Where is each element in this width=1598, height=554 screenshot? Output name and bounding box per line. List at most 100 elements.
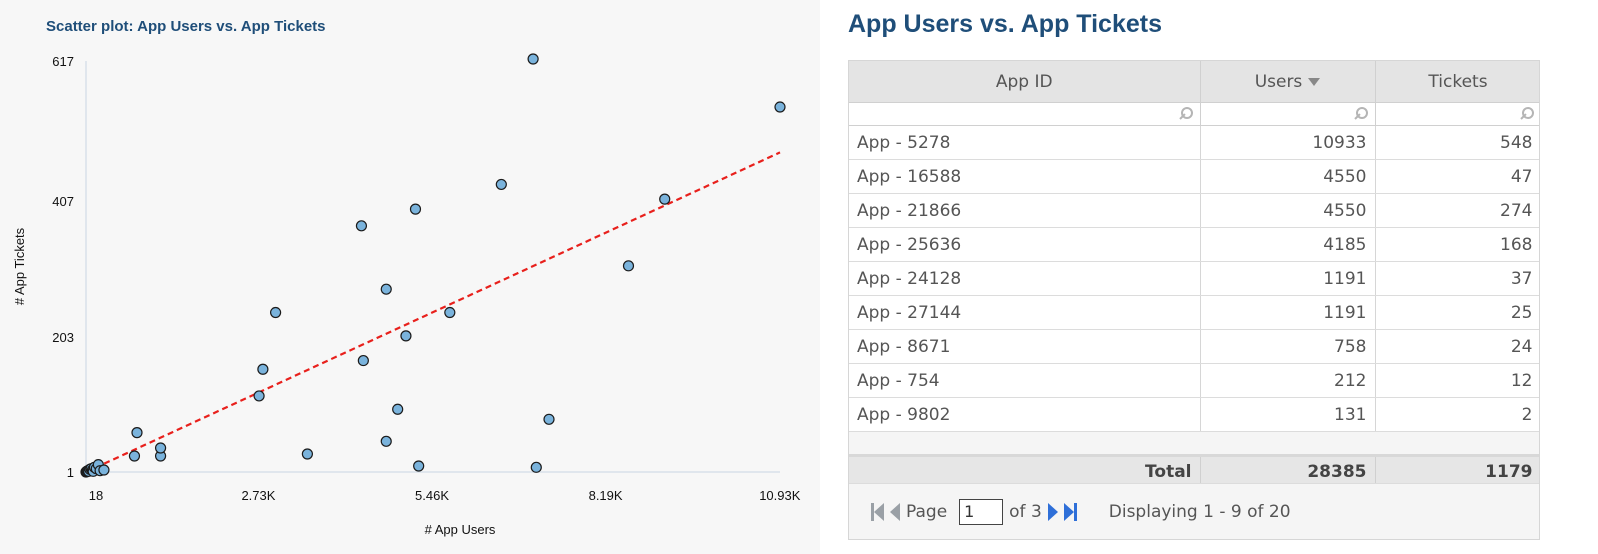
pagination-bar: Page of 3 Displaying 1 - 9 of 20 xyxy=(849,483,1539,539)
app-id-cell: App - 5278 xyxy=(849,125,1201,160)
users-cell: 1191 xyxy=(1200,261,1376,296)
y-tick-label: 617 xyxy=(52,54,74,69)
first-page-button[interactable] xyxy=(871,501,884,523)
table-row[interactable]: App - 27144 1191 25 xyxy=(849,295,1539,330)
column-header-label: App ID xyxy=(995,71,1053,92)
previous-page-icon xyxy=(890,502,900,521)
data-point xyxy=(257,363,269,375)
page-number-input[interactable] xyxy=(959,498,1004,525)
users-cell: 4550 xyxy=(1200,159,1376,194)
first-page-icon xyxy=(871,502,874,521)
data-point xyxy=(301,448,313,460)
trendline xyxy=(85,151,781,473)
tickets-cell: 47 xyxy=(1375,159,1539,194)
table-row[interactable]: App - 754 212 12 xyxy=(849,363,1539,398)
next-page-button[interactable] xyxy=(1047,501,1058,523)
data-point xyxy=(444,306,456,319)
app-id-cell: App - 8671 xyxy=(849,329,1201,364)
data-table: App ID Users Tickets App - 5278 10933 548 A… xyxy=(849,61,1539,487)
filter-cell-app-id[interactable] xyxy=(849,102,1201,126)
app-id-cell: App - 21866 xyxy=(849,193,1201,228)
chart-axes xyxy=(85,61,780,473)
column-header-tickets[interactable]: Tickets xyxy=(1375,61,1539,103)
y-tick-label: 203 xyxy=(52,330,74,345)
next-page-icon xyxy=(1047,502,1058,521)
data-point xyxy=(380,435,392,447)
users-cell: 4185 xyxy=(1200,227,1376,262)
data-point xyxy=(357,354,369,367)
data-point xyxy=(380,283,392,295)
x-tick-label: 18 xyxy=(89,488,103,503)
y-tick-label: 1 xyxy=(67,465,74,480)
users-cell: 212 xyxy=(1200,363,1376,398)
points-group xyxy=(80,53,786,478)
column-header-app-id[interactable]: App ID xyxy=(849,61,1201,103)
search-icon[interactable] xyxy=(1519,106,1535,122)
total-tickets: 1179 xyxy=(1375,454,1539,487)
data-point xyxy=(270,306,282,319)
users-cell: 1191 xyxy=(1200,295,1376,330)
scatter-plot: 18 2.73K 5.46K 8.19K 10.93K 1 203 407 617 # App U… xyxy=(12,53,801,537)
app-id-cell: App - 9802 xyxy=(849,397,1201,432)
last-page-button[interactable] xyxy=(1063,501,1077,523)
data-point xyxy=(774,101,786,113)
data-point xyxy=(128,450,141,462)
app-id-cell: App - 25636 xyxy=(849,227,1201,262)
x-tick-label: 8.19K xyxy=(589,488,623,503)
table-body: App - 5278 10933 548 App - 16588 4550 47 App -… xyxy=(849,125,1539,432)
tickets-cell: 37 xyxy=(1375,261,1539,296)
labels-group: 18 2.73K 5.46K 8.19K 10.93K 1 203 407 617 # App U… xyxy=(12,54,801,537)
data-point xyxy=(392,403,404,415)
x-tick-label: 2.73K xyxy=(241,488,275,503)
page-label: Page xyxy=(906,501,948,522)
tickets-cell: 12 xyxy=(1375,363,1539,398)
data-point xyxy=(355,220,368,232)
tickets-cell: 24 xyxy=(1375,329,1539,364)
sort-descending-icon[interactable] xyxy=(1308,77,1321,86)
total-row: Total 28385 1179 xyxy=(849,454,1539,487)
table-row[interactable]: App - 21866 4550 274 xyxy=(849,193,1539,228)
data-point xyxy=(495,178,507,191)
filter-cell-tickets[interactable] xyxy=(1375,102,1539,126)
data-point xyxy=(413,460,425,472)
users-cell: 4550 xyxy=(1200,193,1376,228)
previous-page-button[interactable] xyxy=(890,501,900,523)
data-point xyxy=(98,464,110,476)
chart-title: Scatter plot: App Users vs. App Tickets xyxy=(46,18,326,35)
x-tick-label: 10.93K xyxy=(759,488,801,503)
users-cell: 10933 xyxy=(1200,125,1376,160)
table-row[interactable]: App - 8671 758 24 xyxy=(849,329,1539,364)
tickets-cell: 548 xyxy=(1375,125,1539,160)
app-id-cell: App - 24128 xyxy=(849,261,1201,296)
data-point xyxy=(400,330,412,342)
data-point xyxy=(543,413,555,425)
x-tick-label: 5.46K xyxy=(415,488,449,503)
search-icon[interactable] xyxy=(1178,106,1194,122)
column-header-users[interactable]: Users xyxy=(1200,61,1376,103)
table-row[interactable]: App - 16588 4550 47 xyxy=(849,159,1539,194)
users-cell: 758 xyxy=(1200,329,1376,364)
table-row[interactable]: App - 24128 1191 37 xyxy=(849,261,1539,296)
table-panel: App Users vs. App Tickets App ID Users T… xyxy=(832,0,1598,554)
total-users: 28385 xyxy=(1200,454,1376,487)
data-point xyxy=(527,53,539,65)
tickets-cell: 25 xyxy=(1375,295,1539,330)
data-point xyxy=(530,461,542,473)
table-row[interactable]: App - 25636 4185 168 xyxy=(849,227,1539,262)
filter-cell-users[interactable] xyxy=(1200,102,1376,126)
table-row[interactable]: App - 9802 131 2 xyxy=(849,397,1539,432)
y-axis-label: # App Tickets xyxy=(12,227,27,305)
search-icon[interactable] xyxy=(1353,106,1369,122)
trendline-group xyxy=(85,151,781,473)
data-point xyxy=(409,203,422,215)
page-count: of 3 xyxy=(1009,501,1042,522)
data-point xyxy=(253,390,265,402)
app-id-cell: App - 16588 xyxy=(849,159,1201,194)
data-point xyxy=(131,427,143,439)
last-page-arrow xyxy=(1063,502,1074,521)
tickets-cell: 2 xyxy=(1375,397,1539,432)
first-page-arrow xyxy=(874,502,884,521)
table-row[interactable]: App - 5278 10933 548 xyxy=(849,125,1539,160)
tickets-cell: 274 xyxy=(1375,193,1539,228)
data-grid: App ID Users Tickets App - 5278 10933 548 A… xyxy=(848,60,1540,540)
